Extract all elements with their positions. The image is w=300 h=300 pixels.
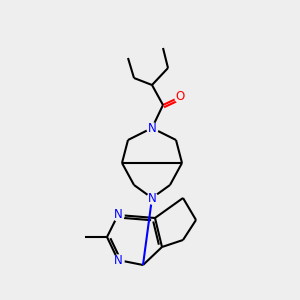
Text: N: N xyxy=(114,208,122,221)
Text: N: N xyxy=(148,122,156,134)
Text: O: O xyxy=(176,91,184,103)
Text: N: N xyxy=(114,254,122,266)
Text: N: N xyxy=(148,191,156,205)
